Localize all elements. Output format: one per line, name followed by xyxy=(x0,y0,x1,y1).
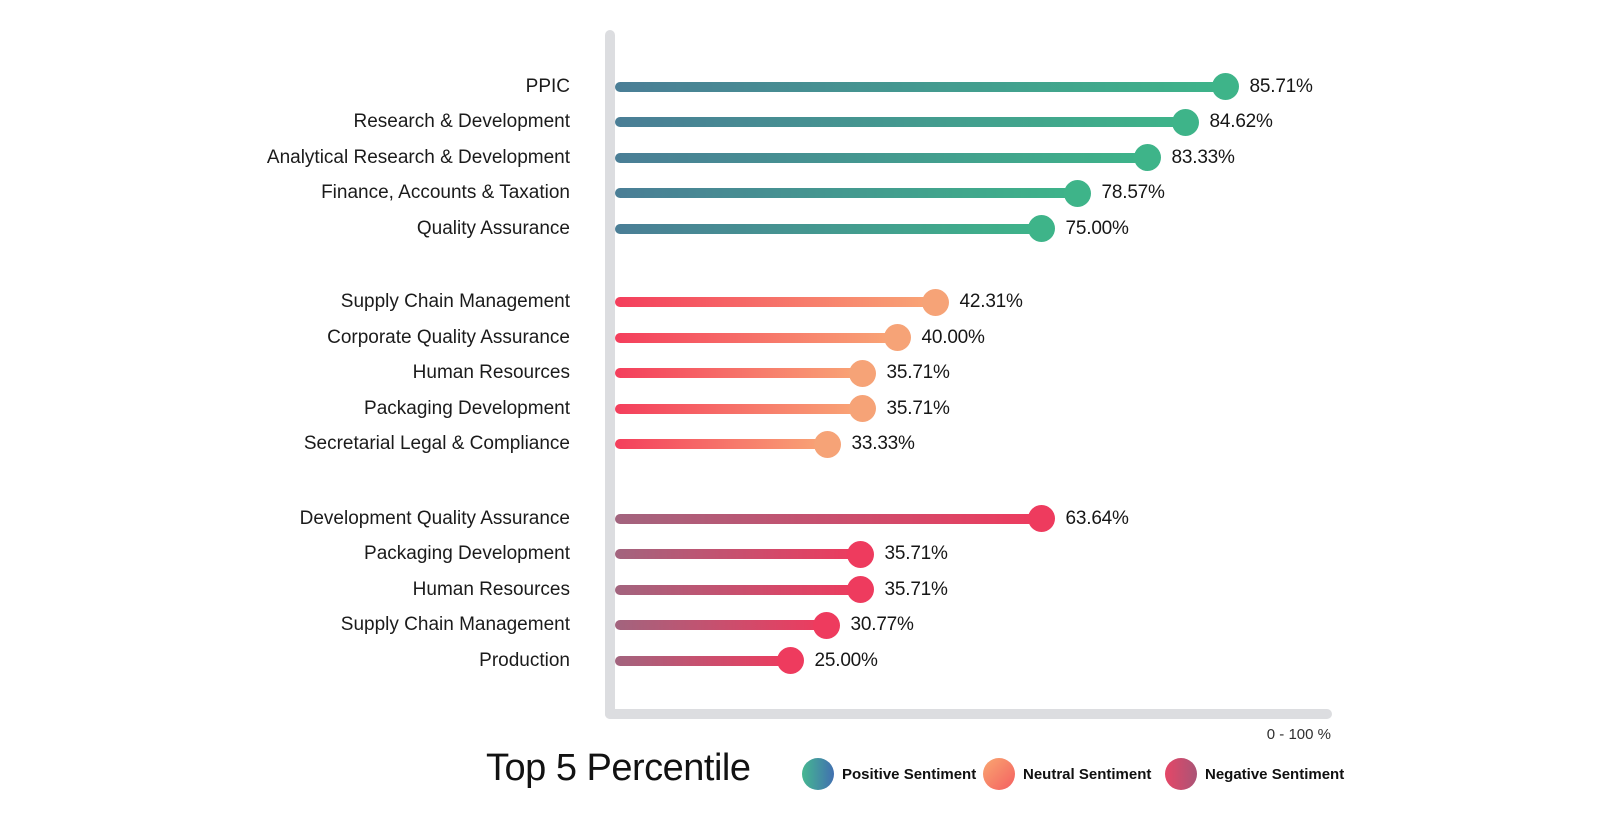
lollipop-bar xyxy=(615,549,860,559)
lollipop-dot xyxy=(1211,73,1239,100)
legend-item-positive: Positive Sentiment xyxy=(802,758,976,790)
x-axis-range-label: 0 - 100 % xyxy=(1266,726,1331,743)
positive-sentiment-swatch-icon xyxy=(802,758,834,790)
lollipop-bar xyxy=(615,439,827,449)
lollipop-bar xyxy=(615,188,1077,198)
value-label: 35.71% xyxy=(884,543,948,564)
lollipop-dot xyxy=(776,647,804,674)
legend-label: Positive Sentiment xyxy=(842,765,977,783)
lollipop-dot xyxy=(921,288,949,316)
category-label: Supply Chain Management xyxy=(340,614,570,635)
legend-item-neutral: Neutral Sentiment xyxy=(983,758,1151,790)
lollipop-bar xyxy=(615,297,935,307)
category-label: Secretarial Legal & Compliance xyxy=(303,433,570,454)
neutral-sentiment-swatch-icon xyxy=(983,758,1015,790)
value-label: 35.71% xyxy=(886,362,950,383)
value-label: 83.33% xyxy=(1171,146,1235,168)
lollipop-dot xyxy=(1027,215,1055,242)
value-label: 78.57% xyxy=(1101,182,1165,203)
value-label: 35.71% xyxy=(884,578,948,600)
x-axis-line xyxy=(605,709,1332,719)
lollipop-dot xyxy=(883,324,911,351)
category-label: Packaging Development xyxy=(364,397,570,419)
value-label: 84.62% xyxy=(1209,111,1273,132)
lollipop-dot xyxy=(846,576,874,603)
lollipop-dot xyxy=(1133,144,1161,171)
value-label: 40.00% xyxy=(921,326,985,348)
lollipop-bar xyxy=(615,332,897,343)
lollipop-dot xyxy=(1171,108,1199,136)
lollipop-bar xyxy=(615,584,860,595)
lollipop-bar xyxy=(615,368,862,378)
category-label: Finance, Accounts & Taxation xyxy=(321,182,570,203)
lollipop-bar xyxy=(615,117,1185,127)
value-label: 30.77% xyxy=(850,614,914,635)
category-label: Human Resources xyxy=(412,578,570,600)
legend-item-negative: Negative Sentiment xyxy=(1165,758,1344,790)
value-label: 25.00% xyxy=(814,649,878,671)
chart-title: Top 5 Percentile xyxy=(486,747,751,789)
lollipop-dot xyxy=(848,395,876,422)
category-label: Packaging Development xyxy=(364,543,570,564)
category-label: Corporate Quality Assurance xyxy=(327,326,570,348)
legend-label: Neutral Sentiment xyxy=(1023,765,1152,783)
lollipop-dot xyxy=(1027,505,1055,532)
category-label: Quality Assurance xyxy=(416,217,570,239)
lollipop-bar xyxy=(615,223,1041,234)
negative-sentiment-swatch-icon xyxy=(1165,758,1197,790)
lollipop-bar xyxy=(615,620,826,630)
value-label: 85.71% xyxy=(1249,75,1313,97)
lollipop-dot xyxy=(848,359,876,387)
value-label: 75.00% xyxy=(1065,217,1129,239)
lollipop-bar xyxy=(615,81,1225,92)
lollipop-bar xyxy=(615,513,1041,524)
category-label: Analytical Research & Development xyxy=(266,146,570,168)
category-label: Development Quality Assurance xyxy=(299,507,570,529)
category-label: Supply Chain Management xyxy=(340,291,570,312)
category-label: Production xyxy=(479,649,570,671)
lollipop-dot xyxy=(846,540,874,568)
lollipop-bar xyxy=(615,655,790,666)
value-label: 63.64% xyxy=(1065,507,1129,529)
y-axis-line xyxy=(605,30,615,719)
value-label: 33.33% xyxy=(851,433,915,454)
category-label: Human Resources xyxy=(412,362,570,383)
legend-label: Negative Sentiment xyxy=(1205,765,1345,783)
value-label: 35.71% xyxy=(886,397,950,419)
category-label: Research & Development xyxy=(353,111,571,132)
lollipop-dot xyxy=(1063,179,1091,207)
lollipop-bar xyxy=(615,403,862,414)
value-label: 42.31% xyxy=(959,291,1023,312)
category-label: PPIC xyxy=(525,75,570,97)
lollipop-bar xyxy=(615,152,1147,163)
lollipop-dot xyxy=(812,611,840,639)
lollipop-dot xyxy=(813,430,841,458)
